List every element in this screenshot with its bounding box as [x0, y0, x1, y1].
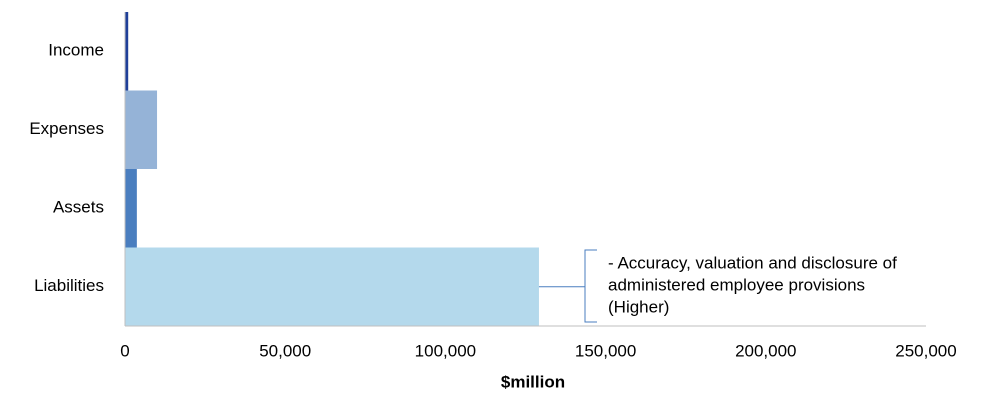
y-tick-label: Liabilities [34, 276, 104, 295]
bar [125, 90, 158, 169]
x-tick-label: 200,000 [735, 341, 796, 360]
x-tick-label: 150,000 [575, 341, 636, 360]
x-tick-label: 50,000 [259, 341, 311, 360]
x-tick-label: 0 [120, 341, 129, 360]
annotation-text: (Higher) [608, 297, 669, 316]
y-tick-label: Assets [53, 198, 104, 217]
annotation-bracket [584, 249, 597, 323]
x-tick-label: 250,000 [895, 341, 956, 360]
bar [125, 12, 129, 91]
x-axis-title: $million [501, 372, 565, 391]
annotation-text: - Accuracy, valuation and disclosure of [608, 253, 897, 272]
y-tick-label: Expenses [29, 119, 104, 138]
bar [125, 247, 539, 326]
y-tick-label: Income [48, 41, 104, 60]
annotation-text: administered employee provisions [608, 275, 865, 294]
bar [125, 169, 137, 248]
x-tick-label: 100,000 [415, 341, 476, 360]
